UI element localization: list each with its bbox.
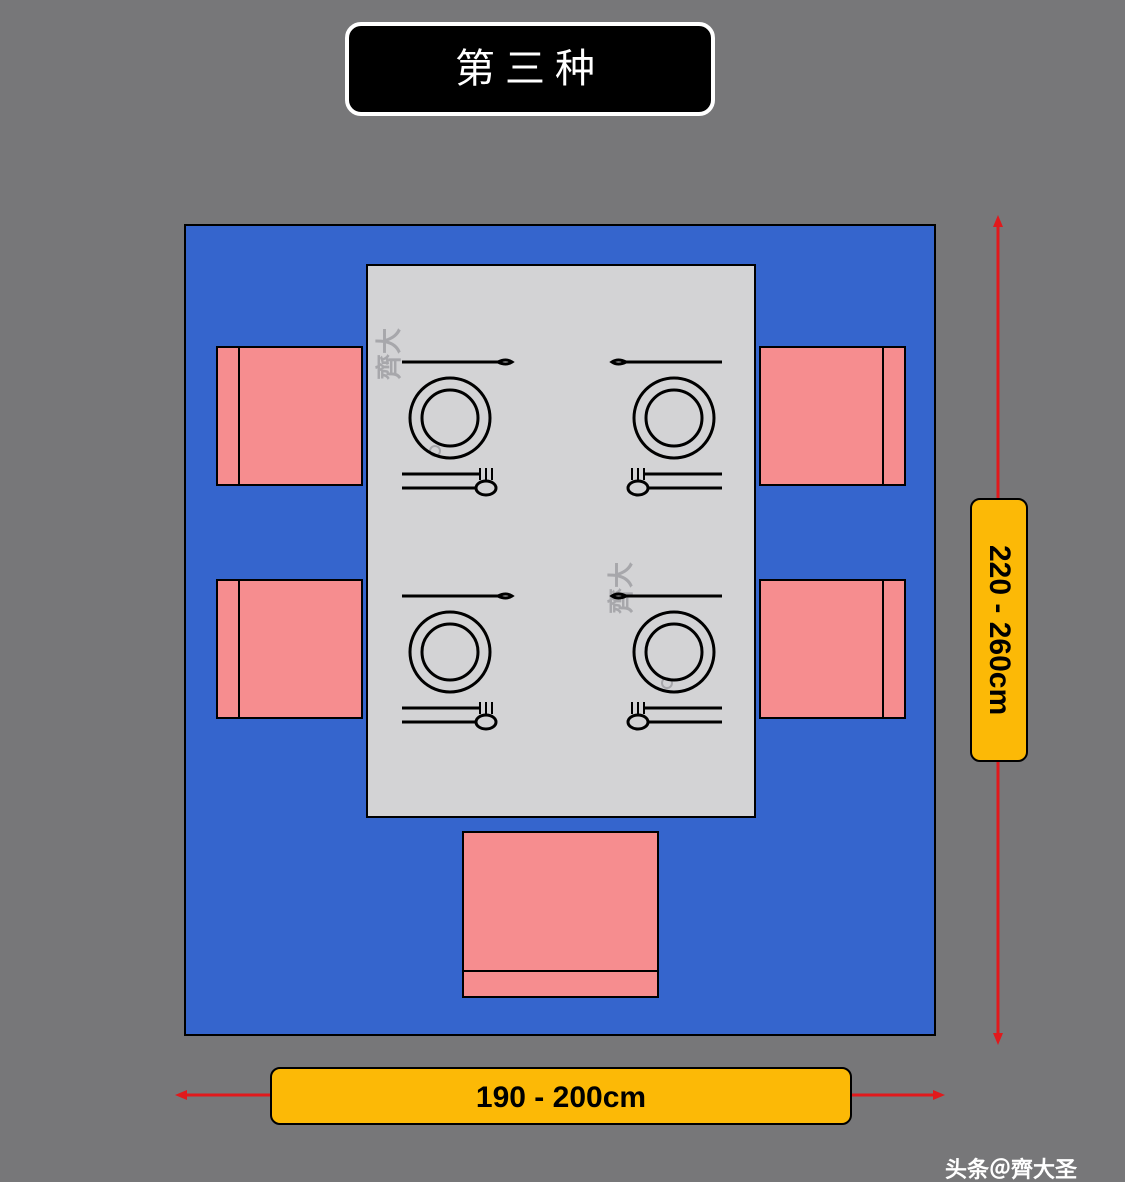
footer-watermark: 头条＠齊大圣 [945,1152,1077,1184]
footer-watermark-text: 头条＠齊大圣 [945,1157,1077,1182]
layout-diagram: 齊大齊大齊大 [0,0,1125,1182]
chair-3 [760,580,905,718]
dimension-height-text: 220 - 260cm [982,545,1016,715]
background-watermark: 齊大 [374,328,404,380]
dimension-label-width: 190 - 200cm [270,1067,852,1125]
background-watermark: 齊大 [606,562,636,614]
dimension-width-text: 190 - 200cm [476,1081,646,1114]
chair-0 [217,347,362,485]
chair-1 [217,580,362,718]
diagram-canvas: 第三种 齊大齊大齊大 190 - 200cm 220 - 260cm 头条＠齊大… [0,0,1125,1182]
chair-4 [463,832,658,997]
dimension-label-height: 220 - 260cm [970,498,1028,762]
chair-2 [760,347,905,485]
dining-table [367,265,755,817]
